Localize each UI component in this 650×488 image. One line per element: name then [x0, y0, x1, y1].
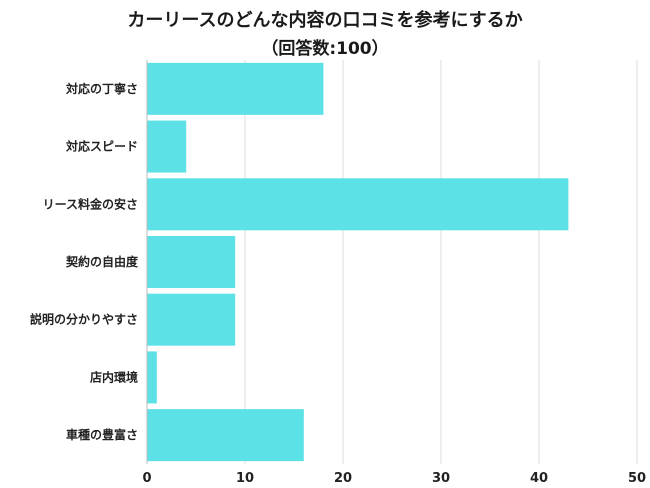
- x-tick-label: 40: [530, 471, 548, 486]
- x-tick-label: 20: [334, 471, 352, 486]
- bar: [147, 293, 236, 346]
- bar: [147, 62, 324, 115]
- category-label: 対応の丁寧さ: [65, 81, 138, 96]
- category-label: 対応スピード: [65, 139, 138, 154]
- category-label: 店内環境: [90, 369, 138, 384]
- bar: [147, 120, 187, 173]
- x-tick-label: 0: [142, 471, 151, 486]
- category-label: リース料金の安さ: [43, 196, 138, 211]
- x-tick-label: 30: [432, 471, 450, 486]
- bar: [147, 409, 304, 462]
- bar: [147, 351, 157, 404]
- x-tick-label: 10: [236, 471, 254, 486]
- bar: [147, 178, 569, 231]
- category-label: 契約の自由度: [65, 254, 139, 269]
- category-label: 車種の豊富さ: [66, 427, 138, 442]
- chart-subtitle: （回答数:100）: [261, 39, 389, 59]
- chart-title: カーリースのどんな内容の口コミを参考にするか: [127, 10, 523, 31]
- bar: [147, 236, 236, 288]
- category-label: 説明の分かりやすさ: [30, 312, 138, 327]
- x-tick-label: 50: [628, 471, 646, 486]
